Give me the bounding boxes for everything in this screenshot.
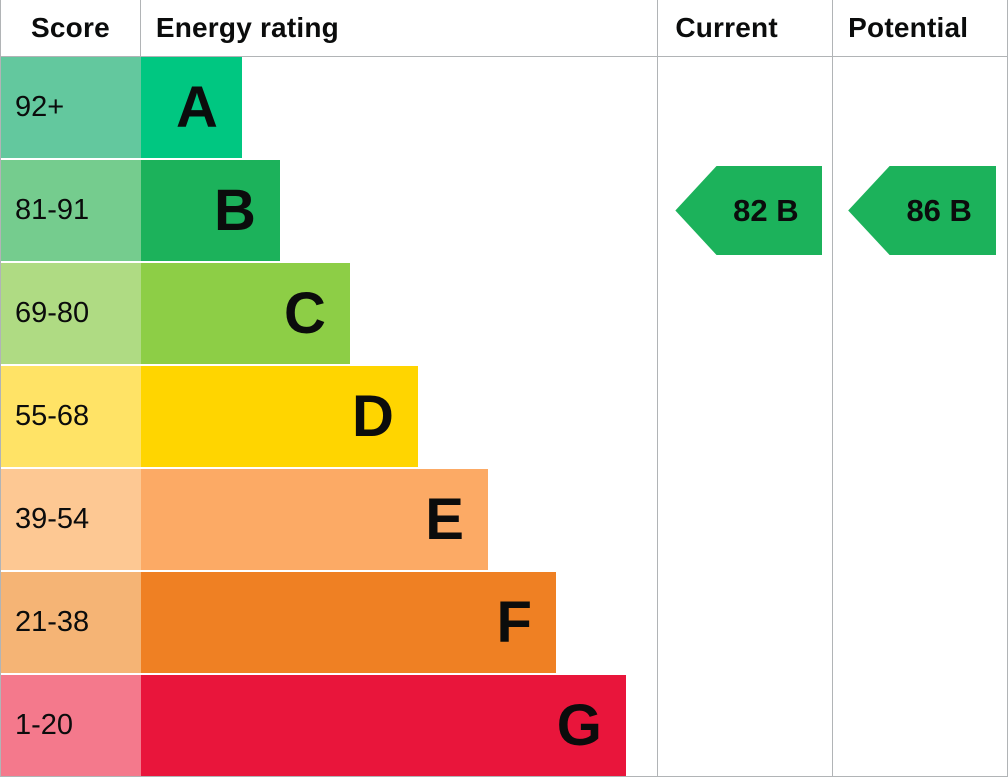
band-row-f: 21-38 F — [1, 572, 1007, 673]
potential-header: Potential — [848, 12, 969, 43]
score-range-cell: 92+ — [1, 57, 141, 158]
potential-cell — [831, 469, 1007, 570]
band-row-e: 39-54 E — [1, 469, 1007, 570]
score-range-cell: 21-38 — [1, 572, 141, 673]
current-cell — [656, 263, 831, 364]
rating-cell: B — [140, 160, 656, 261]
potential-column-divider — [832, 0, 833, 776]
potential-cell — [831, 263, 1007, 364]
rating-arrow-label: 86 B — [906, 192, 972, 228]
potential-rating-arrow: 86 B — [848, 166, 997, 255]
current-cell — [656, 469, 831, 570]
grade-letter: E — [425, 486, 464, 552]
score-range-cell: 1-20 — [1, 675, 141, 776]
band-row-b: 81-91 B 82 B 86 B — [1, 160, 1007, 261]
rating-bar-b: B — [140, 160, 280, 261]
rating-bar-e: E — [140, 469, 488, 570]
potential-cell: 86 B — [831, 160, 1007, 261]
rating-cell: G — [140, 675, 656, 776]
grade-letter: G — [556, 692, 602, 758]
current-cell — [656, 675, 831, 776]
current-cell: 82 B — [656, 160, 831, 261]
band-rows: 92+ A 81-91 B 82 B 86 B 69-80 C — [1, 57, 1007, 776]
rating-bar-c: C — [140, 263, 350, 364]
grade-letter: A — [175, 74, 218, 140]
grade-letter: B — [213, 177, 256, 243]
current-cell — [656, 57, 831, 158]
header-row: Score Energy rating Current Potential — [1, 0, 1007, 57]
potential-cell — [831, 675, 1007, 776]
band-row-a: 92+ A — [1, 57, 1007, 158]
score-header: Score — [1, 0, 141, 56]
energy-rating-header: Energy rating — [155, 12, 339, 43]
rating-cell: D — [140, 366, 656, 467]
rating-bar-g: G — [140, 675, 626, 776]
rating-cell: F — [140, 572, 656, 673]
grade-letter: C — [283, 280, 326, 346]
band-row-g: 1-20 G — [1, 675, 1007, 776]
rating-bar-a: A — [140, 57, 242, 158]
rating-cell: A — [140, 57, 656, 158]
current-header: Current — [675, 12, 778, 43]
score-range-cell: 81-91 — [1, 160, 141, 261]
rating-bar-d: D — [140, 366, 418, 467]
current-cell — [656, 572, 831, 673]
grade-letter: D — [351, 383, 394, 449]
current-column-divider — [657, 0, 658, 776]
rating-cell: C — [140, 263, 656, 364]
score-range-cell: 39-54 — [1, 469, 141, 570]
band-row-c: 69-80 C — [1, 263, 1007, 364]
potential-cell — [831, 57, 1007, 158]
score-range-cell: 55-68 — [1, 366, 141, 467]
score-range-cell: 69-80 — [1, 263, 141, 364]
potential-cell — [831, 572, 1007, 673]
potential-cell — [831, 366, 1007, 467]
current-rating-arrow: 82 B — [675, 166, 823, 255]
rating-bar-f: F — [140, 572, 556, 673]
rating-cell: E — [140, 469, 656, 570]
rating-arrow-label: 82 B — [733, 192, 799, 228]
band-row-d: 55-68 D — [1, 366, 1007, 467]
grade-letter: F — [496, 589, 532, 655]
current-cell — [656, 366, 831, 467]
